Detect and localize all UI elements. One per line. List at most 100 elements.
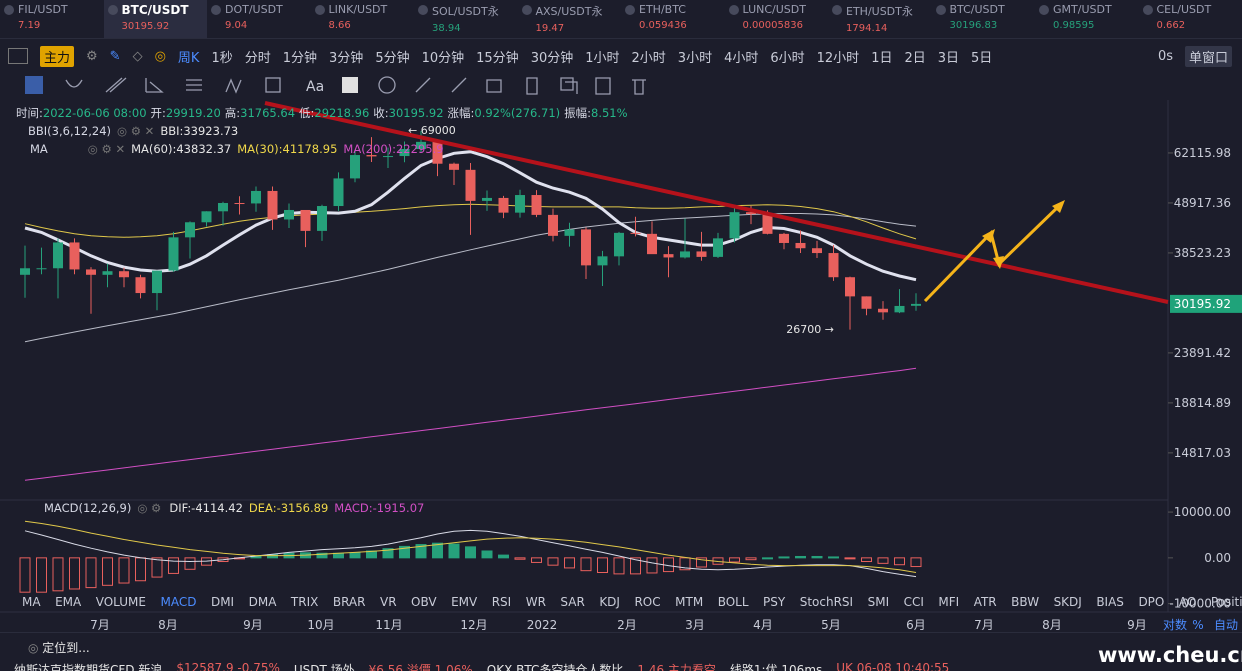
indicator-tab[interactable]: BOLL (717, 595, 749, 609)
indicator-tab[interactable]: WR (525, 595, 546, 609)
indicator-tab[interactable]: SMI (867, 595, 890, 609)
tool-icon[interactable] (560, 77, 578, 94)
ticker[interactable]: GMT/USDT 0.98595 (1035, 0, 1139, 38)
ticker-symbol: ETH/USDT永 (846, 5, 913, 18)
interval-button[interactable]: 10分钟 (421, 50, 465, 66)
interval-button[interactable]: 15分钟 (476, 50, 519, 66)
ticker[interactable]: ETH/USDT永 1794.14 (828, 0, 932, 38)
interval-button[interactable]: 3分钟 (329, 50, 364, 66)
ticker[interactable]: FIL/USDT 7.19 (0, 0, 104, 38)
tool-icon[interactable] (451, 77, 467, 93)
ticker[interactable]: LINK/USDT 8.66 (311, 0, 415, 38)
ticker-symbol: CEL/USDT (1156, 3, 1212, 16)
icon[interactable]: ⚙ (86, 48, 98, 64)
info-value: 2022-06-06 08:00 (42, 106, 147, 120)
interval-button[interactable]: 3小时 (677, 50, 713, 66)
candle-body (713, 238, 723, 257)
indicator-tab[interactable]: VOLUME (95, 595, 146, 609)
indicator-tab[interactable]: AO (1178, 595, 1197, 609)
interval-button[interactable]: 5分钟 (375, 50, 410, 66)
interval-button[interactable]: 1分钟 (282, 50, 318, 66)
legend-icons[interactable]: ◎ ⚙ (137, 501, 162, 515)
interval-button[interactable]: 6小时 (770, 50, 805, 66)
interval-button[interactable]: 4小时 (724, 50, 759, 66)
ticker[interactable]: DOT/USDT 9.04 (207, 0, 311, 38)
tool-icon[interactable] (632, 79, 646, 95)
icon[interactable] (8, 48, 28, 64)
ticker[interactable]: BTC/USDT 30195.92 (103, 0, 207, 38)
window-button[interactable]: 单窗口 (1184, 45, 1232, 67)
tool-icon[interactable] (65, 79, 83, 88)
tool-icon[interactable] (145, 78, 164, 93)
macd-bar (564, 557, 575, 569)
indicator-tab[interactable]: VR (379, 595, 397, 609)
indicator-tab[interactable]: ROC (634, 595, 661, 609)
interval-button[interactable]: 2小时 (631, 50, 666, 66)
interval-button[interactable]: 1秒 (211, 50, 233, 66)
interval-button[interactable]: 12小时 (816, 50, 860, 66)
ticker[interactable]: LUNC/USDT 0.00005836 (725, 0, 829, 38)
tool-icon[interactable] (342, 77, 358, 93)
candle-body (465, 169, 476, 201)
indicator-tab[interactable]: BRAR (332, 595, 366, 609)
interval-button[interactable]: 5日 (971, 50, 993, 66)
indicator-tab[interactable]: EMV (451, 595, 478, 609)
indicator-tab[interactable]: MFI (938, 595, 960, 609)
ticker[interactable]: AXS/USDT永 19.47 (518, 0, 622, 38)
candle-body (185, 222, 195, 238)
indicator-tab[interactable]: Position (1210, 595, 1242, 609)
indicator-tab[interactable]: SAR (560, 595, 585, 609)
interval-button[interactable]: 3日 (937, 50, 960, 66)
legend-icons[interactable]: ◎ ⚙ ✕ (117, 124, 155, 138)
indicator-tab[interactable]: DMI (210, 595, 235, 609)
tool-icon[interactable] (415, 77, 431, 93)
ticker[interactable]: SOL/USDT永 38.94 (414, 0, 518, 38)
locate[interactable]: ◎ 定位到... (28, 641, 90, 655)
ticker[interactable]: ETH/BTC 0.059436 (621, 0, 725, 38)
tool-icon[interactable]: Aa (306, 79, 324, 95)
indicator-tab[interactable]: MACD (160, 595, 197, 609)
icon[interactable]: ◎ (154, 48, 166, 64)
interval-button[interactable]: 2日 (904, 50, 926, 66)
indicator-tab[interactable]: TRIX (290, 595, 319, 609)
indicator-tab[interactable]: BIAS (1096, 595, 1124, 609)
interval-button[interactable]: 1小时 (585, 50, 620, 66)
tool-icon[interactable] (595, 77, 611, 95)
ticker[interactable]: BTC/USDT 30196.83 (932, 0, 1036, 38)
indicator-tab[interactable]: EMA (55, 595, 82, 609)
icon[interactable]: ✎ (109, 48, 121, 64)
main-button[interactable]: 主力 (40, 45, 75, 67)
tool-icon[interactable] (526, 77, 538, 95)
indicator-tab[interactable]: CCI (903, 595, 924, 609)
interval-button[interactable]: 分时 (244, 50, 271, 66)
indicator-tab[interactable]: OBV (411, 595, 437, 609)
tool-icon[interactable] (265, 77, 281, 93)
indicator-tab[interactable]: MTM (675, 595, 704, 609)
x-tick-label: 11月 (375, 618, 402, 632)
indicator-tab[interactable]: DPO (1138, 595, 1165, 609)
indicator-tab[interactable]: MA (22, 595, 41, 609)
tool-icon[interactable] (378, 76, 396, 94)
ticker[interactable]: CEL/USDT 0.662 (1139, 0, 1242, 38)
tool-icon[interactable] (25, 76, 43, 94)
icon[interactable]: ◇ (132, 48, 143, 64)
tool-icon[interactable] (225, 78, 242, 94)
interval-button[interactable]: 1日 (871, 50, 893, 66)
interval-button[interactable]: 30分钟 (530, 50, 574, 66)
indicator-tab[interactable]: SKDJ (1053, 595, 1082, 609)
tool-icon[interactable] (186, 79, 202, 91)
indicator-tab[interactable]: RSI (491, 595, 512, 609)
indicator-tab[interactable]: PSY (763, 595, 786, 609)
tool-icon[interactable] (105, 77, 127, 93)
period-button[interactable]: 周K (177, 50, 200, 66)
tool-icon[interactable] (486, 79, 502, 93)
indicator-tab[interactable]: ATR (973, 595, 997, 609)
indicator-tab[interactable]: DMA (248, 595, 277, 609)
indicator-tab[interactable]: KDJ (599, 595, 620, 609)
candle-body (663, 254, 674, 258)
indicator-tab[interactable]: StochRSI (799, 595, 854, 609)
candle-body (234, 203, 245, 205)
indicator-tab[interactable]: BBW (1011, 595, 1040, 609)
legend-icons[interactable]: ◎ ⚙ ✕ (87, 142, 126, 156)
x-tick-label: 8月 (158, 618, 178, 632)
